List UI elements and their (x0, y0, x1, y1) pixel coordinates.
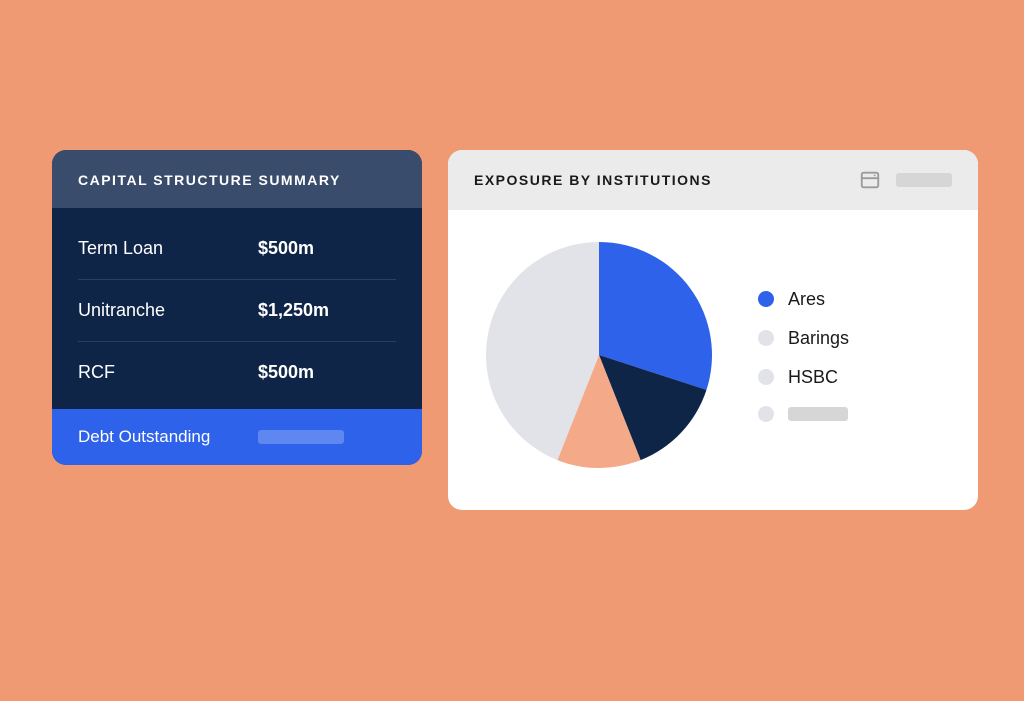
legend-item: Barings (758, 328, 849, 349)
legend-label: Barings (788, 328, 849, 349)
capital-row-value: $500m (258, 362, 314, 383)
capital-structure-footer: Debt Outstanding (52, 409, 422, 465)
capital-row: RCF $500m (78, 342, 396, 403)
debt-outstanding-label: Debt Outstanding (78, 427, 258, 447)
capital-row-label: Term Loan (78, 238, 258, 259)
legend-item: HSBC (758, 367, 849, 388)
legend-item (758, 406, 849, 422)
capital-row-label: Unitranche (78, 300, 258, 321)
legend-dot (758, 291, 774, 307)
exposure-card: EXPOSURE BY INSTITUTIONS Ares Barings HSBC (448, 150, 978, 510)
capital-row-value: $1,250m (258, 300, 329, 321)
capital-row: Unitranche $1,250m (78, 280, 396, 342)
legend-item: Ares (758, 289, 849, 310)
legend-label: Ares (788, 289, 825, 310)
legend-label: HSBC (788, 367, 838, 388)
window-icon[interactable] (858, 168, 882, 192)
legend-dot (758, 369, 774, 385)
capital-structure-card: CAPITAL STRUCTURE SUMMARY Term Loan $500… (52, 150, 422, 465)
capital-row: Term Loan $500m (78, 218, 396, 280)
exposure-header: EXPOSURE BY INSTITUTIONS (448, 150, 978, 210)
exposure-body: Ares Barings HSBC (448, 210, 978, 510)
debt-outstanding-value-placeholder (258, 430, 344, 444)
capital-structure-title: CAPITAL STRUCTURE SUMMARY (78, 172, 396, 188)
exposure-pie-chart (484, 240, 714, 470)
capital-structure-body: Term Loan $500m Unitranche $1,250m RCF $… (52, 208, 422, 409)
legend-label-placeholder (788, 407, 848, 421)
capital-structure-header: CAPITAL STRUCTURE SUMMARY (52, 150, 422, 208)
legend-dot (758, 406, 774, 422)
exposure-header-placeholder (896, 173, 952, 187)
exposure-legend: Ares Barings HSBC (758, 289, 849, 422)
legend-dot (758, 330, 774, 346)
capital-row-label: RCF (78, 362, 258, 383)
exposure-title: EXPOSURE BY INSTITUTIONS (474, 172, 844, 188)
capital-row-value: $500m (258, 238, 314, 259)
